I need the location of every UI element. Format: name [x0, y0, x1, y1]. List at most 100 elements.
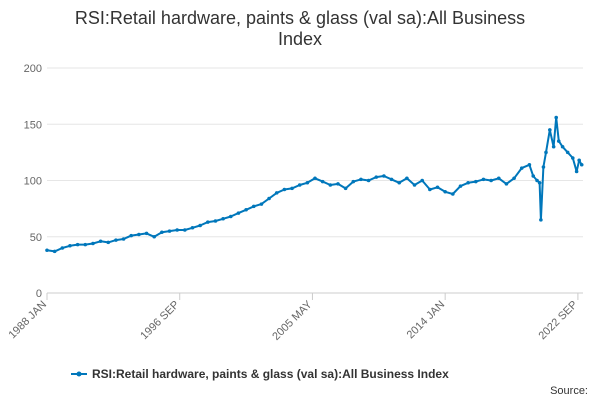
source-label[interactable]: Source:: [550, 385, 588, 397]
data-point[interactable]: [121, 237, 126, 241]
data-point[interactable]: [198, 223, 202, 228]
data-point[interactable]: [52, 249, 57, 254]
data-point[interactable]: [466, 180, 470, 185]
data-point[interactable]: [160, 230, 164, 235]
data-point[interactable]: [190, 225, 195, 230]
data-point[interactable]: [336, 182, 340, 186]
data-point[interactable]: [579, 162, 584, 167]
data-point[interactable]: [541, 165, 546, 169]
data-point[interactable]: [544, 150, 548, 155]
data-point[interactable]: [213, 219, 218, 223]
title-line: Index: [278, 29, 322, 49]
data-point[interactable]: [68, 243, 72, 248]
data-point[interactable]: [290, 186, 294, 191]
y-tick-label: 200: [24, 63, 42, 75]
data-point[interactable]: [244, 207, 248, 212]
data-point[interactable]: [548, 128, 552, 132]
data-point[interactable]: [282, 187, 287, 192]
legend-marker-symbol: [76, 371, 82, 377]
data-point[interactable]: [129, 233, 134, 238]
data-point[interactable]: [114, 238, 118, 242]
legend[interactable]: RSI:Retail hardware, paints & glass (val…: [71, 367, 449, 381]
data-point[interactable]: [83, 242, 88, 247]
data-point[interactable]: [412, 183, 417, 187]
data-point[interactable]: [152, 234, 156, 239]
data-point[interactable]: [556, 139, 561, 143]
x-tick-label: 1988 JAN: [6, 299, 49, 342]
data-point[interactable]: [251, 204, 256, 209]
data-point[interactable]: [221, 216, 225, 221]
data-point[interactable]: [535, 178, 539, 183]
data-point[interactable]: [328, 183, 333, 187]
data-point[interactable]: [75, 242, 80, 247]
data-point[interactable]: [45, 248, 49, 253]
data-point[interactable]: [106, 240, 111, 245]
data-point[interactable]: [527, 162, 532, 167]
data-point[interactable]: [60, 246, 65, 250]
data-point[interactable]: [577, 158, 581, 163]
data-point[interactable]: [267, 196, 271, 201]
x-tick-label: 1996 SEP: [138, 299, 182, 343]
data-point[interactable]: [183, 228, 187, 232]
data-point[interactable]: [297, 183, 302, 187]
data-point[interactable]: [443, 189, 447, 194]
data-point[interactable]: [228, 214, 233, 219]
data-point[interactable]: [551, 144, 556, 149]
legend-label[interactable]: RSI:Retail hardware, paints & glass (val…: [92, 367, 449, 381]
data-point[interactable]: [458, 184, 463, 188]
data-point[interactable]: [91, 241, 95, 246]
data-point[interactable]: [167, 229, 172, 233]
data-point[interactable]: [313, 176, 317, 181]
data-point[interactable]: [374, 175, 379, 179]
data-point[interactable]: [512, 176, 516, 181]
data-point[interactable]: [481, 177, 486, 182]
series-group: [45, 115, 584, 254]
y-tick-label: 150: [24, 119, 42, 131]
x-tick-label: 2022 SEP: [536, 299, 580, 343]
data-point[interactable]: [305, 180, 310, 185]
data-point[interactable]: [537, 180, 542, 185]
data-point[interactable]: [420, 178, 425, 183]
data-point[interactable]: [489, 178, 493, 183]
gridlines: [47, 67, 583, 294]
series-line: [46, 116, 583, 253]
data-point[interactable]: [574, 169, 579, 174]
data-point[interactable]: [428, 187, 432, 192]
data-point[interactable]: [98, 239, 103, 244]
data-point[interactable]: [359, 177, 363, 182]
data-point[interactable]: [144, 231, 149, 236]
data-point[interactable]: [343, 186, 348, 191]
x-tick-label: 2014 JAN: [405, 299, 448, 342]
data-point[interactable]: [474, 179, 478, 184]
data-point[interactable]: [504, 182, 509, 186]
chart-title: RSI:Retail hardware, paints & glass (val…: [75, 8, 525, 49]
data-point[interactable]: [236, 211, 241, 215]
data-point[interactable]: [519, 166, 524, 170]
data-point[interactable]: [259, 202, 264, 206]
data-point[interactable]: [539, 218, 543, 222]
data-point[interactable]: [382, 174, 386, 178]
data-point[interactable]: [137, 232, 141, 237]
y-tick-label: 0: [36, 288, 42, 300]
data-point[interactable]: [451, 192, 455, 196]
data-point[interactable]: [496, 176, 501, 181]
data-point[interactable]: [320, 179, 325, 184]
data-point[interactable]: [366, 178, 371, 183]
data-point[interactable]: [397, 180, 402, 185]
x-axis: 1988 JAN 1996 SEP 2005 MAY 2014 JAN 2022 SEP: [6, 293, 580, 343]
data-point[interactable]: [405, 176, 409, 181]
data-point[interactable]: [206, 220, 210, 224]
data-point[interactable]: [570, 156, 575, 160]
data-point[interactable]: [435, 185, 440, 190]
data-point[interactable]: [274, 191, 279, 195]
data-point[interactable]: [531, 174, 536, 178]
data-point[interactable]: [565, 150, 570, 155]
data-point[interactable]: [560, 144, 565, 149]
data-point[interactable]: [351, 179, 356, 184]
data-point[interactable]: [554, 115, 558, 120]
x-tick-label: 2005 MAY: [270, 298, 315, 343]
data-point[interactable]: [389, 177, 394, 182]
data-point[interactable]: [175, 228, 179, 232]
y-tick-label: 50: [30, 232, 42, 244]
